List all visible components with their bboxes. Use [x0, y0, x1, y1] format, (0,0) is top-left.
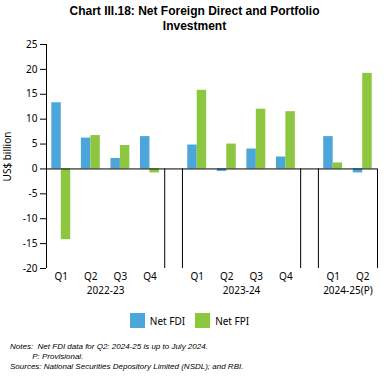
html-text:Net FDI: Net FDI: [149, 313, 186, 328]
svg-text:-20: -20: [23, 261, 38, 275]
svg-text:2024-25(P): 2024-25(P): [323, 283, 373, 297]
svg-text:5: 5: [32, 136, 38, 150]
svg-text:-10: -10: [23, 211, 38, 225]
svg-text:Q1: Q1: [190, 269, 204, 283]
svg-text:15: 15: [26, 86, 38, 100]
svg-text:Q1: Q1: [326, 269, 340, 283]
html-text:Chart III.18: Net Foreign Dire: Chart III.18: Net Foreign Direct and Por…: [69, 4, 320, 33]
svg-text:Q4: Q4: [143, 269, 157, 283]
svg-text:-15: -15: [23, 236, 38, 250]
svg-text:10: 10: [26, 111, 38, 125]
svg-text:2023-24: 2023-24: [223, 283, 261, 297]
svg-text:Q2: Q2: [220, 269, 234, 283]
svg-text:25: 25: [26, 37, 38, 51]
svg-text:Q2: Q2: [84, 269, 98, 283]
svg-text:Q4: Q4: [279, 269, 293, 283]
svg-text:US$ billion: US$ billion: [0, 132, 14, 182]
svg-text:20: 20: [26, 62, 38, 76]
svg-text:Q2: Q2: [356, 269, 370, 283]
html-text:Notes: Net FDI data for Q2: 20: Notes: Net FDI data for Q2: 2024-25 is u…: [10, 342, 244, 371]
svg-text:Q1: Q1: [55, 269, 69, 283]
svg-text:-5: -5: [29, 186, 38, 200]
html-text:Net FPI: Net FPI: [215, 313, 250, 328]
svg-text:Q3: Q3: [114, 269, 128, 283]
svg-text:0: 0: [32, 161, 38, 175]
svg-text:2022-23: 2022-23: [87, 283, 125, 297]
svg-text:Q3: Q3: [250, 269, 264, 283]
